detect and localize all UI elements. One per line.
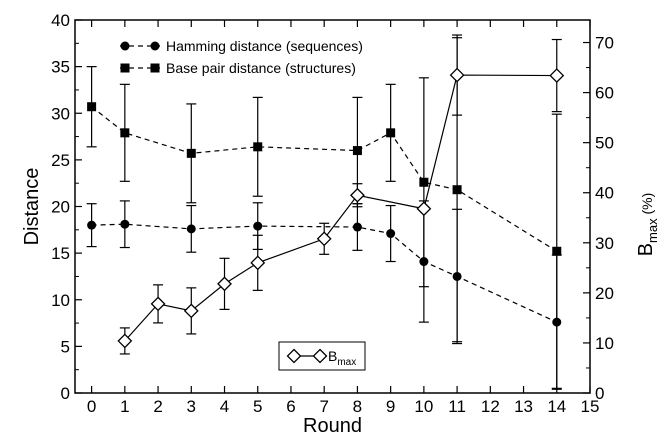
legend-marker — [150, 63, 160, 73]
data-point — [87, 220, 97, 230]
legend-item-0: Hamming distance (sequences) — [120, 38, 363, 54]
data-point — [186, 224, 196, 234]
data-point — [352, 222, 362, 232]
x-tick-label: 2 — [153, 397, 162, 416]
series-line — [124, 74, 557, 342]
x-tick-label: 7 — [319, 397, 328, 416]
legend-marker — [120, 63, 130, 73]
y2-tick-label: 20 — [595, 284, 614, 303]
x-tick-label: 15 — [581, 397, 600, 416]
data-point — [217, 276, 232, 292]
legend-bmax: Bmax — [278, 341, 366, 371]
x-tick-label: 1 — [120, 397, 129, 416]
plot-layer — [86, 34, 565, 390]
y-tick-label: 30 — [51, 104, 70, 123]
y2-tick-label: 10 — [595, 334, 614, 353]
data-point — [350, 187, 365, 203]
data-point — [386, 128, 396, 138]
series-line — [91, 106, 558, 252]
y-tick-label: 5 — [61, 337, 70, 356]
data-point — [186, 148, 196, 158]
y-tick-label: 10 — [51, 291, 70, 310]
data-point — [549, 68, 565, 83]
y2-title-main: B — [635, 243, 657, 256]
data-point — [552, 246, 562, 256]
axis-layer: 0 1 2 3 4 5 6 7 8 9 10 11 12 13 14 15051015202530354001… — [21, 11, 660, 437]
y2-tick-label: 30 — [595, 234, 614, 253]
x-tick-label: 3 — [187, 397, 196, 416]
legend-marker — [120, 41, 130, 51]
x-tick-label: 14 — [547, 397, 566, 416]
y-tick-label: 25 — [51, 151, 70, 170]
legend-label: Base pair distance (structures) — [166, 60, 356, 76]
data-point — [452, 185, 462, 195]
x-tick-label: 8 — [353, 397, 362, 416]
data-point — [183, 303, 199, 319]
x-tick-label: 10 — [414, 397, 433, 416]
y2-title-suffix: (%) — [639, 193, 655, 219]
data-point — [120, 128, 130, 138]
x-tick-label: 12 — [481, 397, 500, 416]
y2-tick-label: 50 — [595, 134, 614, 153]
y2-title-sub: max — [645, 218, 660, 243]
legend-bmax-main: B — [328, 348, 337, 364]
x-tick-label: 13 — [514, 397, 533, 416]
data-point — [150, 296, 166, 312]
y-tick-label: 0 — [61, 384, 70, 403]
y2-axis-title: Bmax (%) — [635, 193, 660, 257]
legend-item-1: Base pair distance (structures) — [120, 60, 356, 76]
y2-tick-label: 40 — [595, 184, 614, 203]
data-point — [386, 229, 396, 239]
y2-tick-label: 70 — [595, 34, 614, 53]
data-point — [416, 201, 432, 217]
series-1 — [86, 37, 562, 389]
data-point — [449, 67, 465, 83]
y2-tick-label: 60 — [595, 84, 614, 103]
legend-bmax-sub: max — [337, 357, 356, 368]
x-tick-label: 11 — [448, 397, 466, 416]
series-2 — [117, 34, 565, 355]
legend-label: Hamming distance (sequences) — [166, 38, 363, 54]
series-line — [91, 223, 558, 323]
legend-marker — [286, 348, 302, 364]
y-tick-label: 20 — [51, 198, 70, 217]
data-point — [316, 231, 332, 247]
x-axis-title: Round — [303, 415, 362, 437]
data-point — [253, 221, 263, 231]
legend-label: Bmax — [328, 348, 356, 368]
y-axis-title: Distance — [21, 168, 43, 246]
x-tick-label: 6 — [286, 397, 295, 416]
data-point — [253, 142, 263, 152]
x-tick-label: 4 — [220, 397, 229, 416]
legend-marker — [312, 348, 328, 364]
y-tick-label: 15 — [51, 244, 70, 263]
x-tick-label: 0 — [87, 397, 96, 416]
legend-layer: Hamming distance (sequences) Base pair di… — [120, 38, 366, 371]
x-tick-label: 5 — [253, 397, 262, 416]
data-point — [87, 102, 97, 112]
y-tick-label: 35 — [51, 58, 70, 77]
data-point — [419, 177, 429, 187]
data-point — [120, 219, 130, 229]
data-point — [250, 255, 266, 271]
y-tick-label: 40 — [51, 11, 70, 30]
y2-tick-label: 0 — [595, 384, 604, 403]
data-point — [117, 333, 133, 349]
x-tick-label: 9 — [386, 397, 395, 416]
legend-marker — [150, 41, 160, 51]
data-point — [352, 146, 362, 156]
